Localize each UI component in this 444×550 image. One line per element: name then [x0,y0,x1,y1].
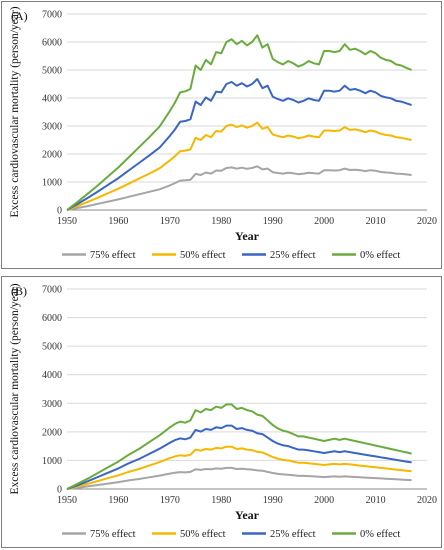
series-line-4 [66,403,412,490]
legend-label: 25% effect [270,250,316,261]
legend-label: 75% effect [90,250,136,261]
y-tick-label: 7000 [42,285,62,296]
y-tick-label: 3000 [42,122,62,133]
legend-label: 0% effect [360,529,400,540]
y-tick-label: 7000 [42,10,62,21]
series-line-3 [66,78,412,211]
y-tick-label: 4000 [42,370,62,381]
x-tick-label: 2010 [366,495,386,506]
legend-label: 50% effect [180,529,226,540]
x-tick-label: 1950 [57,216,77,227]
x-tick-label: 1990 [263,495,283,506]
y-tick-label: 5000 [42,66,62,77]
series-line-1 [66,466,412,490]
y-tick-label: 6000 [42,313,62,324]
panel-b: (B) 0 1000 2000 3000 4000 5000 6000 7000 1950 1960… [1,276,442,548]
panel-a: (A) 0 1000 2000 3000 4000 5000 6000 7000 1950 1960… [1,1,442,269]
chart-b: (B) 0 1000 2000 3000 4000 5000 6000 7000 1950 1960… [9,283,437,540]
y-axis-title: Excess cardiovascular mortality (person/… [9,283,21,494]
panel-label: (B) [11,284,27,298]
y-axis-title: Excess cardiovascular mortality (person/… [9,6,21,217]
series-line-4 [66,34,412,211]
legend-label: 50% effect [180,250,226,261]
legend-label: 25% effect [270,529,316,540]
panel-label: (A) [11,9,28,23]
y-tick-label: 2000 [42,427,62,438]
y-tick-label: 2000 [42,150,62,161]
legend-label: 75% effect [90,529,136,540]
x-tick-label: 2020 [417,216,437,227]
y-tick-label: 1000 [42,456,62,467]
x-tick-label: 1980 [211,216,231,227]
chart-a: (A) 0 1000 2000 3000 4000 5000 6000 7000 1950 1960… [9,6,437,261]
legend-label: 0% effect [360,250,400,261]
x-tick-label: 1950 [57,495,77,506]
x-tick-label: 1960 [108,216,128,227]
y-tick-label: 6000 [42,38,62,49]
x-tick-label: 2010 [366,216,386,227]
x-tick-label: 1970 [160,495,180,506]
x-tick-label: 2000 [314,495,334,506]
series-line-2 [66,445,412,490]
x-tick-label: 2000 [314,216,334,227]
y-tick-label: 3000 [42,399,62,410]
y-tick-label: 0 [57,206,62,217]
x-axis-title: Year [235,229,260,243]
x-tick-label: 1980 [211,495,231,506]
series-line-3 [66,424,412,490]
x-tick-label: 1960 [108,495,128,506]
x-tick-label: 2020 [417,495,437,506]
x-tick-label: 1990 [263,216,283,227]
series-line-2 [66,121,412,211]
y-tick-label: 5000 [42,342,62,353]
x-axis-title: Year [235,508,260,522]
series-line-1 [66,165,412,211]
y-tick-label: 4000 [42,94,62,105]
y-tick-label: 1000 [42,178,62,189]
y-tick-label: 0 [57,485,62,496]
x-tick-label: 1970 [160,216,180,227]
